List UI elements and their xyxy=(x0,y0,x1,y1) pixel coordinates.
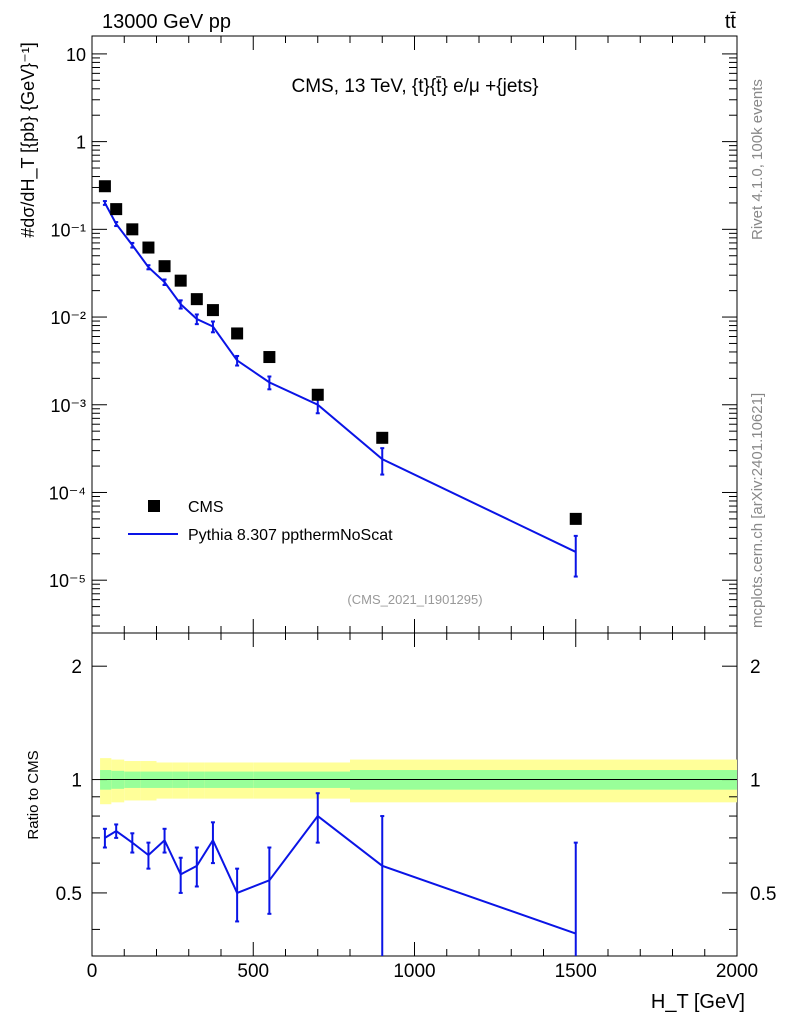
x-tick-label: 1500 xyxy=(555,961,597,982)
main-y-tick-label: 10 xyxy=(66,45,86,65)
main-y-tick-label: 10⁻² xyxy=(50,308,86,328)
ratio-y-tick-label-left: 2 xyxy=(71,657,82,678)
cms-data-point xyxy=(158,260,171,273)
ratio-line xyxy=(104,814,577,935)
ratio-y-tick-label-left: 0.5 xyxy=(56,884,82,905)
legend-cms-marker xyxy=(148,500,160,512)
rivet-version-label: Rivet 4.1.0, 100k events xyxy=(749,79,766,240)
legend-pythia-label: Pythia 8.307 ppthermNoScat xyxy=(188,527,393,544)
x-tick-label: 500 xyxy=(237,961,269,982)
legend-cms-label: CMS xyxy=(188,499,224,516)
pythia-line xyxy=(104,202,577,553)
analysis-id-watermark: (CMS_2021_I1901295) xyxy=(347,592,482,607)
ratio-y-tick-label-left: 1 xyxy=(71,771,82,792)
cms-data-point xyxy=(376,431,389,444)
ratio-y-axis-label: Ratio to CMS xyxy=(25,750,42,839)
main-y-tick-label: 10⁻⁴ xyxy=(49,483,86,503)
main-y-tick-label: 1 xyxy=(76,133,86,153)
x-tick-label: 0 xyxy=(87,961,98,982)
chart-title: CMS, 13 TeV, {t}{t̄} e/μ +{jets} xyxy=(291,76,538,97)
source-reference-label: mcplots.cern.ch [arXiv:2401.10621] xyxy=(749,393,766,628)
cms-data-point xyxy=(263,351,276,364)
x-tick-label: 2000 xyxy=(716,961,758,982)
cms-data-point xyxy=(311,388,324,401)
cms-data-point xyxy=(190,293,203,306)
cms-data-point xyxy=(569,512,582,525)
cms-data-point xyxy=(206,304,219,317)
cms-data-point xyxy=(142,241,155,254)
main-y-tick-label: 10⁻³ xyxy=(50,396,86,416)
main-y-axis-label: #dσ/dH_T [{pb} {GeV}⁻¹] xyxy=(18,42,39,237)
x-axis-label: H_T [GeV] xyxy=(651,991,745,1013)
cms-data-point xyxy=(126,223,139,236)
main-y-tick-label: 10⁻⁵ xyxy=(49,571,86,591)
beam-energy-label: 13000 GeV pp xyxy=(102,11,231,33)
cms-data-point xyxy=(231,327,244,340)
ratio-y-tick-label-right: 2 xyxy=(750,657,761,678)
process-label: tt̄ xyxy=(725,11,737,33)
cms-data-point xyxy=(110,203,123,216)
cms-data-point xyxy=(98,180,111,193)
main-y-tick-label: 10⁻¹ xyxy=(50,220,86,240)
ratio-y-tick-label-right: 0.5 xyxy=(750,884,776,905)
x-tick-label: 1000 xyxy=(393,961,435,982)
cms-data-point xyxy=(174,274,187,287)
ratio-y-tick-label-right: 1 xyxy=(750,771,761,792)
